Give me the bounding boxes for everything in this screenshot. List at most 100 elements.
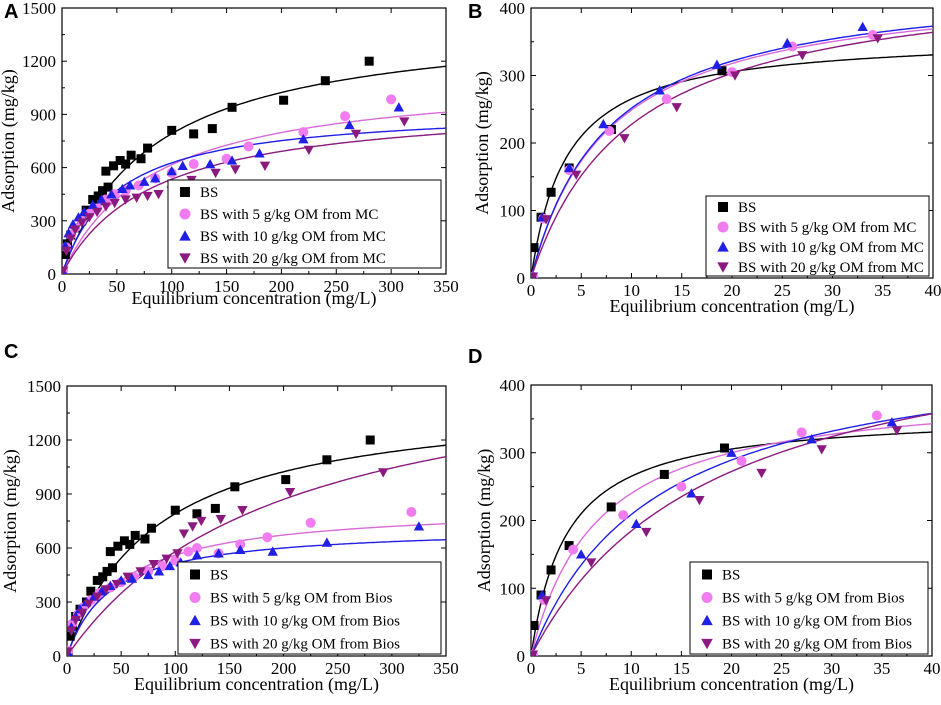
legend-box: [689, 561, 929, 655]
data-point: [150, 173, 161, 183]
fit-curve: [531, 25, 933, 278]
data-point: [619, 134, 630, 144]
y-tick-label: 600: [31, 159, 57, 178]
data-point: [103, 182, 113, 192]
y-tick-label: 0: [53, 647, 62, 666]
data-point: [571, 170, 582, 180]
y-axis-label: Adsorption (mg/kg): [474, 449, 495, 593]
data-point: [167, 125, 177, 135]
data-point: [694, 496, 705, 506]
data-point: [259, 161, 271, 172]
data-point: [67, 647, 74, 656]
x-tick-label: 35: [874, 281, 891, 300]
x-tick-label: 200: [269, 277, 295, 296]
legend-marker: [717, 221, 729, 233]
data-point: [305, 517, 316, 528]
data-point: [215, 515, 226, 525]
data-point: [117, 183, 128, 194]
data-point: [661, 94, 672, 105]
legend-marker: [189, 638, 201, 650]
x-tick-label: 350: [433, 277, 459, 296]
data-point: [189, 129, 199, 139]
data-point: [237, 506, 248, 516]
data-point: [111, 579, 122, 590]
data-point: [210, 168, 221, 179]
legend-label: BS with 5 g/kg OM from Bios: [722, 591, 905, 607]
data-point: [322, 455, 332, 465]
legend: BS BS with 5 g/kg OM from Bios BS with 10 …: [177, 561, 442, 655]
data-point: [177, 160, 188, 170]
data-point: [891, 426, 903, 436]
data-point: [83, 599, 94, 609]
data-point: [76, 608, 88, 618]
data-point: [659, 469, 669, 479]
data-point: [192, 509, 202, 519]
x-axis-label: Equilibrium concentration (mg/L): [610, 296, 855, 317]
panel-letter: A: [4, 1, 18, 23]
data-point: [188, 159, 199, 170]
x-tick-label: 30: [824, 281, 841, 300]
x-tick-label: 0: [63, 659, 72, 678]
data-point: [62, 266, 69, 274]
data-point: [101, 166, 111, 176]
data-point: [284, 488, 296, 498]
y-axis-label: Adsorption (mg/kg): [0, 449, 21, 593]
y-tick-label: 200: [500, 134, 526, 153]
data-point: [69, 225, 81, 235]
x-tick-label: 40: [925, 281, 941, 300]
x-tick-label: 100: [163, 659, 189, 678]
data-point: [320, 76, 330, 86]
data-point: [631, 518, 642, 529]
data-point: [243, 141, 254, 152]
data-point: [816, 445, 827, 455]
data-point: [120, 195, 131, 205]
legend-label: BS: [210, 568, 228, 584]
y-axis-label: Adsorption (mg/kg): [472, 71, 493, 215]
data-point: [797, 51, 808, 61]
legend-label: BS: [722, 568, 740, 584]
data-point: [399, 117, 410, 127]
panel-c: C 0 50 100 150 200 250 300 350 0 300 600 900 1200 1500…: [0, 341, 459, 695]
data-point: [871, 410, 882, 421]
data-point: [756, 468, 767, 479]
data-point: [350, 129, 362, 140]
fit-curve: [531, 413, 932, 656]
x-tick-label: 5: [577, 659, 586, 678]
data-point: [121, 159, 131, 169]
data-point: [564, 162, 575, 173]
x-tick-label: 250: [325, 659, 351, 678]
x-tick-label: 0: [527, 281, 536, 300]
panel-a: A 0 50 100 150 200 250 300 350 0 300 600 900 1200 1500…: [0, 0, 459, 309]
data-point: [107, 563, 117, 573]
data-point: [598, 118, 609, 129]
data-point: [191, 543, 202, 553]
data-point: [164, 560, 176, 571]
x-tick-label: 20: [723, 659, 740, 678]
data-point: [281, 475, 291, 485]
data-point: [226, 155, 238, 165]
data-point: [143, 569, 154, 580]
data-point: [262, 532, 273, 543]
data-point: [210, 503, 220, 513]
data-point: [131, 193, 142, 203]
data-point: [92, 575, 102, 585]
data-point: [719, 443, 729, 453]
legend-marker: [190, 569, 200, 580]
data-point: [671, 103, 682, 113]
x-tick-label: 5: [577, 281, 586, 300]
data-point: [102, 566, 112, 576]
data-point: [106, 189, 117, 199]
x-tick-label: 0: [527, 659, 536, 678]
y-tick-label: 400: [500, 376, 526, 395]
data-point: [585, 558, 597, 568]
legend-label: BS with 20 g/kg OM from MC: [200, 251, 386, 267]
y-tick-label: 1200: [27, 431, 61, 450]
x-tick-label: 15: [673, 659, 690, 678]
data-point: [606, 502, 616, 512]
legend-box: [167, 179, 442, 269]
data-point: [686, 488, 697, 498]
legend-label: BS: [200, 185, 218, 201]
data-point: [618, 510, 629, 521]
legend-marker: [179, 253, 191, 264]
plot-area: [67, 435, 446, 656]
